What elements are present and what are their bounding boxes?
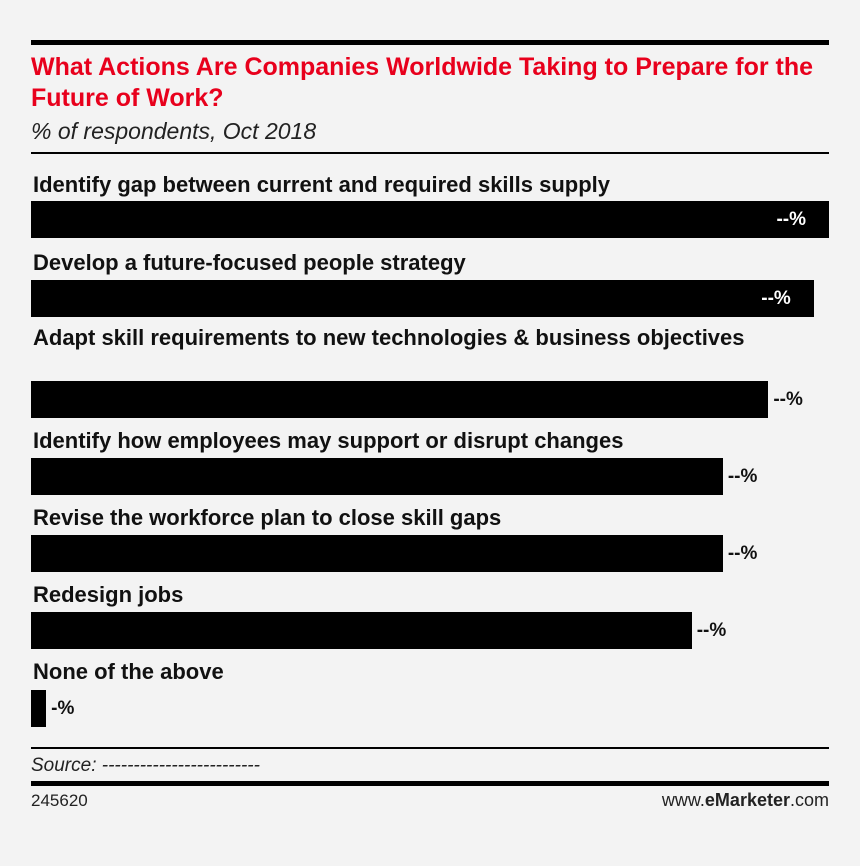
- bar: [31, 280, 814, 317]
- bar-label: Adapt skill requirements to new technolo…: [33, 325, 745, 350]
- bar-value-label: --%: [696, 620, 727, 641]
- bar: [31, 535, 723, 572]
- header-divider: [31, 152, 829, 154]
- bottom-rule: [31, 781, 829, 786]
- bar: [31, 381, 769, 418]
- bar-label: Redesign jobs: [33, 582, 184, 607]
- bar-value-label: --%: [773, 389, 803, 410]
- brand-suffix: .com: [789, 790, 829, 810]
- brand-prefix: www.: [661, 790, 705, 810]
- chart-title: What Actions Are Companies Worldwide Tak…: [31, 53, 814, 112]
- bar-value-label: --%: [776, 209, 806, 230]
- source-note: Source: -------------------------: [31, 755, 260, 776]
- bar-label: Revise the workforce plan to close skill…: [33, 505, 502, 530]
- chart-id: 245620: [31, 791, 88, 810]
- chart-subtitle: % of respondents, Oct 2018: [31, 118, 317, 144]
- bar-value-label: --%: [727, 543, 758, 564]
- bar-label: Develop a future-focused people strategy: [33, 250, 466, 275]
- bar-label: Identify gap between current and require…: [33, 172, 611, 197]
- bar: [31, 458, 723, 495]
- bar: [31, 690, 47, 727]
- bar-value-label: --%: [727, 466, 758, 487]
- bar: [31, 201, 829, 238]
- brand-name: eMarketer: [704, 790, 790, 810]
- bar-label: Identify how employees may support or di…: [33, 428, 624, 453]
- bar-label: None of the above: [33, 659, 224, 684]
- bar-value-label: --%: [761, 288, 791, 309]
- footer-divider: [31, 747, 829, 749]
- bar-value-label: -%: [51, 698, 75, 719]
- bar: [31, 612, 692, 649]
- top-rule: [31, 40, 829, 45]
- brand-link[interactable]: www.eMarketer.com: [662, 790, 829, 811]
